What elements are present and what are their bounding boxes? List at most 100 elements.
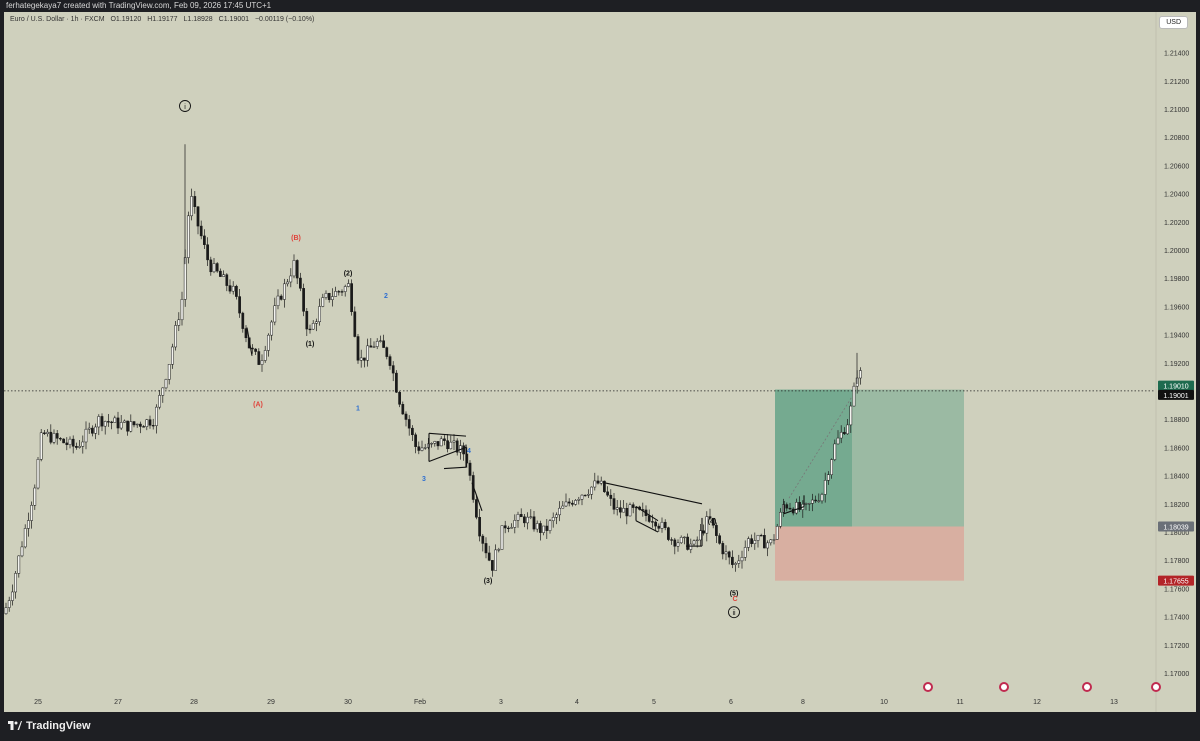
candle-body xyxy=(420,447,424,451)
candle-body xyxy=(529,516,533,518)
price-tick-label: 1.18800 xyxy=(1164,417,1189,424)
candle-body xyxy=(468,462,472,476)
trendline-drawing[interactable] xyxy=(603,482,703,505)
candle-body xyxy=(423,447,427,449)
candle-body xyxy=(772,539,776,541)
candle-body xyxy=(366,345,369,361)
candle-body xyxy=(615,507,619,510)
candle-body xyxy=(372,346,376,348)
price-tick-label: 1.18600 xyxy=(1164,445,1189,452)
legend-low: L1.18928 xyxy=(183,16,213,23)
candle-body xyxy=(587,494,590,496)
time-tick-label: 29 xyxy=(267,699,275,706)
candle-body xyxy=(292,260,296,277)
candle-body xyxy=(142,426,145,428)
candle-body xyxy=(475,499,478,518)
candle-body xyxy=(302,288,305,312)
candle-body xyxy=(270,321,273,336)
wave-circle-label[interactable] xyxy=(179,100,191,112)
price-tick-label: 1.19400 xyxy=(1164,333,1189,340)
candle-body xyxy=(11,591,14,601)
candle-body xyxy=(100,416,104,427)
candle-body xyxy=(273,305,277,323)
candle-body xyxy=(571,502,574,505)
trendline-drawing[interactable] xyxy=(783,506,805,515)
wave-label-text[interactable]: 4 xyxy=(467,448,471,455)
candle-body xyxy=(395,372,398,393)
trendline-drawing[interactable] xyxy=(428,446,467,463)
trendline-drawing[interactable] xyxy=(428,432,467,437)
candle-body xyxy=(705,516,709,534)
candle-body xyxy=(318,306,321,323)
time-tick-label: 28 xyxy=(190,699,198,706)
candle-body xyxy=(295,260,299,279)
wave-label-text[interactable]: (1) xyxy=(306,341,315,348)
candle-body xyxy=(263,350,267,361)
trendline-drawing[interactable] xyxy=(443,466,467,470)
credit-bar: ferhategekaya7 created with TradingView.… xyxy=(0,0,1200,12)
candle-body xyxy=(187,215,190,258)
candle-body xyxy=(596,480,600,484)
candle-body xyxy=(145,419,149,427)
currency-button[interactable]: USD xyxy=(1159,16,1188,29)
trendline-drawing[interactable] xyxy=(635,506,659,522)
brand-name: TradingView xyxy=(26,720,91,732)
loss-zone[interactable] xyxy=(775,526,964,581)
candle-body xyxy=(193,196,197,207)
candle-body xyxy=(487,552,491,561)
wave-label-text[interactable]: (B) xyxy=(291,235,301,242)
wave-label-text[interactable]: (4) xyxy=(708,519,717,526)
candle-body xyxy=(71,438,75,447)
candle-body xyxy=(382,340,385,348)
wave-label-text[interactable]: 3 xyxy=(422,476,426,483)
candle-body xyxy=(779,512,782,527)
wave-label-text[interactable]: C xyxy=(732,596,737,603)
trendline-drawing[interactable] xyxy=(471,482,483,512)
wave-label-text[interactable]: 2 xyxy=(384,293,388,300)
candle-body xyxy=(846,424,849,435)
symbol-title[interactable]: Euro / U.S. Dollar · 1h · FXCM xyxy=(10,16,105,23)
wave-label-text[interactable]: 1 xyxy=(356,406,360,413)
candle-body xyxy=(7,600,11,608)
candle-body xyxy=(398,392,401,405)
wave-circle-label[interactable] xyxy=(728,606,740,619)
candle-body xyxy=(491,560,494,571)
candle-body xyxy=(430,443,433,445)
profit-zone-filled xyxy=(775,389,852,527)
trendline-drawing[interactable] xyxy=(246,327,253,356)
time-tick-label: 25 xyxy=(34,699,42,706)
candle-body xyxy=(14,573,17,593)
candle-body xyxy=(209,259,213,273)
candle-body xyxy=(311,323,315,330)
candle-body xyxy=(695,539,699,542)
price-badge-label: 1.19001 xyxy=(1163,393,1188,400)
wave-label-text[interactable]: (5) xyxy=(730,590,739,597)
wave-label-text[interactable]: (3) xyxy=(484,578,493,585)
candle-body xyxy=(334,291,337,297)
price-chart[interactable]: i (B) (2) 2 (1) (A) 1 4 3 (4) (3) (5)Cii 1.21400 1.2… xyxy=(4,12,1196,712)
price-badge xyxy=(1158,521,1194,532)
candle-body xyxy=(452,440,456,443)
wave-label-text[interactable]: (A) xyxy=(253,402,263,409)
candle-body xyxy=(798,502,801,510)
price-badge-label: 1.17655 xyxy=(1163,579,1188,586)
wave-label-text[interactable]: (2) xyxy=(344,270,353,277)
candle-body xyxy=(139,423,142,427)
candle-body xyxy=(647,515,651,522)
candle-body xyxy=(113,417,117,423)
candle-body xyxy=(795,502,798,514)
candle-body xyxy=(823,480,827,495)
candle-body xyxy=(135,423,139,426)
candle-body xyxy=(590,486,593,495)
trendline-drawing[interactable] xyxy=(635,520,659,533)
candle-body xyxy=(539,523,542,533)
candle-body xyxy=(132,421,136,426)
candle-body xyxy=(625,507,629,517)
price-tick-label: 1.19200 xyxy=(1164,361,1189,368)
candle-body xyxy=(740,557,744,562)
candle-body xyxy=(171,346,174,365)
candle-body xyxy=(164,379,168,389)
candle-body xyxy=(363,357,366,361)
candle-body xyxy=(308,328,312,331)
